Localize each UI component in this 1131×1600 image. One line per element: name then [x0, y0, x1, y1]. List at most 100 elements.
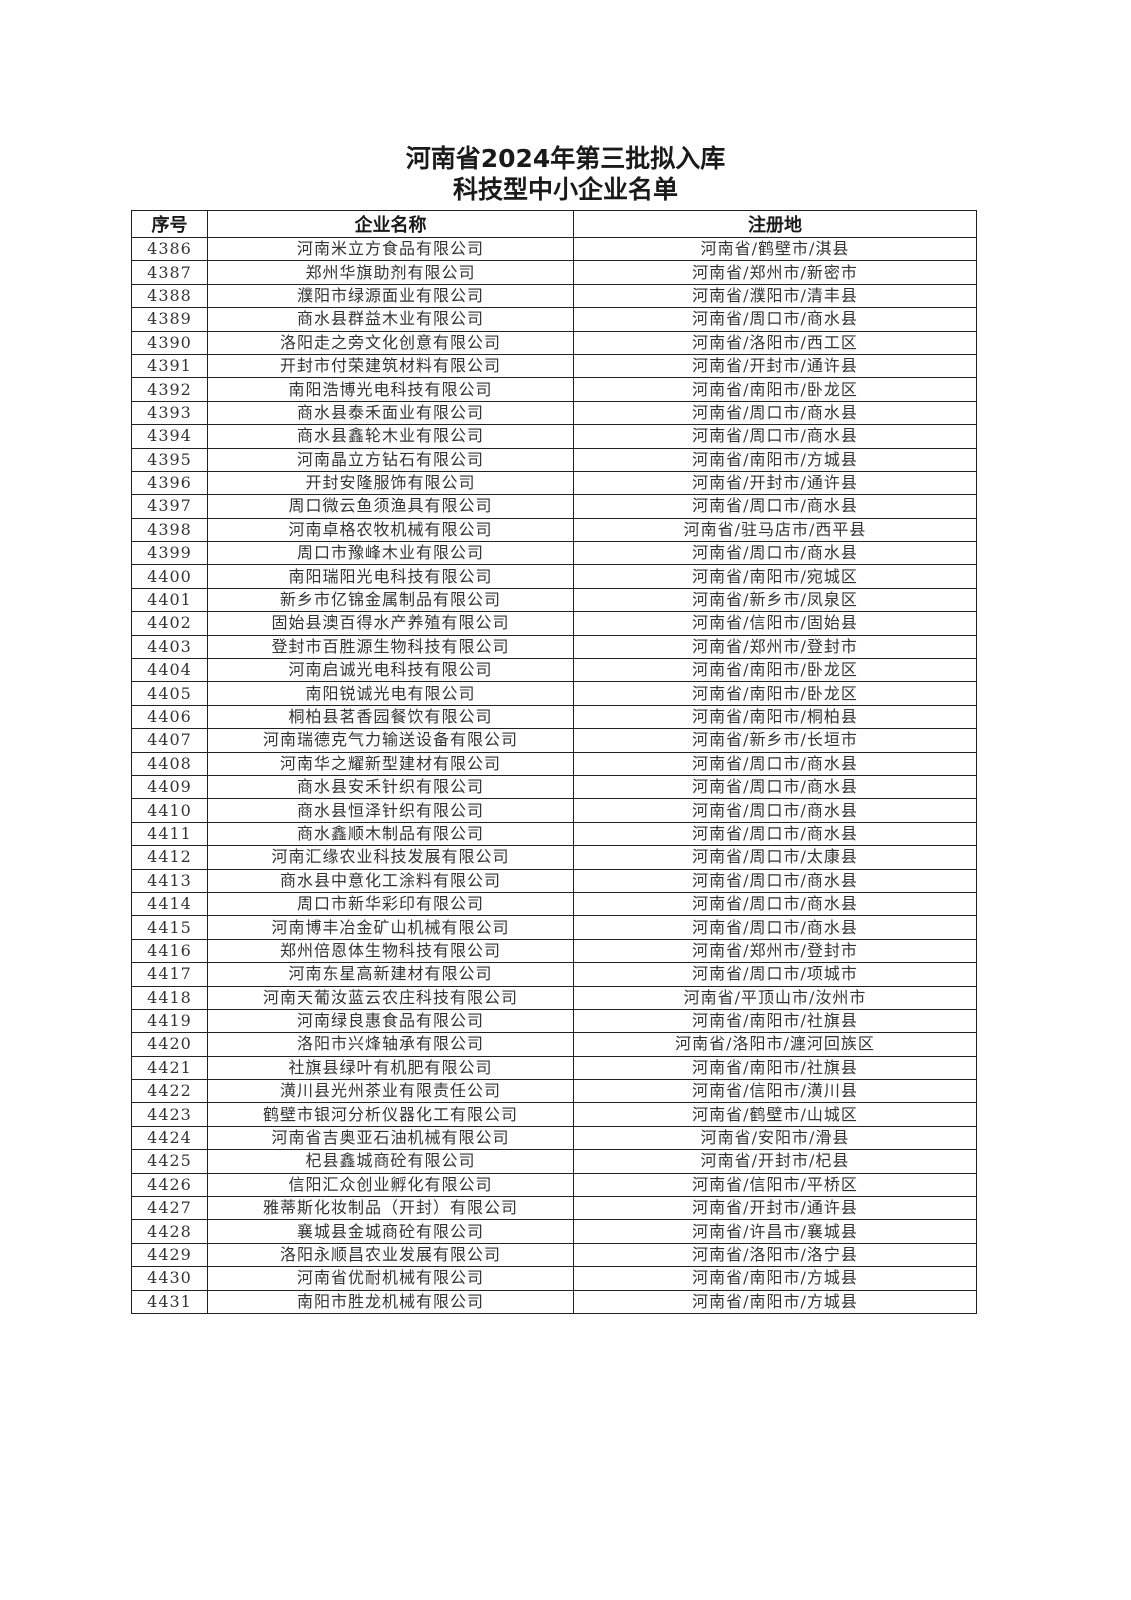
cell-registered-location: 河南省/周口市/商水县	[573, 751, 977, 776]
cell-enterprise-name: 洛阳永顺昌农业发展有限公司	[207, 1242, 574, 1268]
table-row: 4389 商水县群益木业有限公司 河南省/周口市/商水县	[131, 307, 977, 332]
cell-enterprise-name: 雅蒂斯化妆制品（开封）有限公司	[207, 1196, 574, 1221]
cell-serial-number: 4423	[131, 1102, 208, 1127]
table-row: 4387 郑州华旗助剂有限公司 河南省/郑州市/新密市	[131, 260, 977, 285]
cell-serial-number: 4400	[131, 564, 208, 589]
cell-enterprise-name: 周口市新华彩印有限公司	[207, 891, 574, 917]
table-header-row: 序号 企业名称 注册地	[131, 210, 977, 238]
cell-serial-number: 4426	[131, 1172, 208, 1198]
cell-serial-number: 4424	[131, 1125, 208, 1151]
table-row: 4406 桐柏县茗香园餐饮有限公司 河南省/南阳市/桐柏县	[131, 704, 977, 730]
cell-enterprise-name: 开封安隆服饰有限公司	[207, 470, 574, 496]
cell-registered-location: 河南省/信阳市/平桥区	[573, 1172, 977, 1198]
cell-serial-number: 4395	[131, 447, 208, 472]
table-row: 4422 潢川县光州茶业有限责任公司 河南省/信阳市/潢川县	[131, 1079, 977, 1104]
header-enterprise-name: 企业名称	[207, 210, 574, 238]
document-title-line2: 科技型中小企业名单	[452, 175, 678, 204]
cell-registered-location: 河南省/南阳市/社旗县	[573, 1055, 977, 1081]
cell-enterprise-name: 河南晶立方钻石有限公司	[207, 447, 574, 472]
cell-registered-location: 河南省/周口市/商水县	[573, 307, 977, 332]
cell-registered-location: 河南省/南阳市/社旗县	[573, 1008, 977, 1034]
table-row: 4391 开封市付荣建筑材料有限公司 河南省/开封市/通许县	[131, 353, 977, 379]
cell-registered-location: 河南省/周口市/商水县	[573, 915, 977, 940]
cell-serial-number: 4397	[131, 494, 208, 519]
table-row: 4395 河南晶立方钻石有限公司 河南省/南阳市/方城县	[131, 447, 977, 472]
table-row: 4394 商水县鑫轮木业有限公司 河南省/周口市/商水县	[131, 424, 977, 449]
cell-registered-location: 河南省/周口市/太康县	[573, 845, 977, 870]
cell-serial-number: 4407	[131, 728, 208, 753]
cell-registered-location: 河南省/周口市/商水县	[573, 494, 977, 519]
cell-serial-number: 4392	[131, 377, 208, 402]
cell-serial-number: 4399	[131, 541, 208, 566]
table-row: 4400 南阳瑞阳光电科技有限公司 河南省/南阳市/宛城区	[131, 564, 977, 589]
table-row: 4425 杞县鑫城商砼有限公司 河南省/开封市/杞县	[131, 1149, 977, 1174]
cell-serial-number: 4412	[131, 845, 208, 870]
table-row: 4396 开封安隆服饰有限公司 河南省/开封市/通许县	[131, 470, 977, 496]
cell-serial-number: 4421	[131, 1055, 208, 1081]
cell-registered-location: 河南省/新乡市/凤泉区	[573, 587, 977, 613]
cell-registered-location: 河南省/郑州市/新密市	[573, 260, 977, 285]
cell-serial-number: 4394	[131, 424, 208, 449]
cell-enterprise-name: 河南瑞德克气力输送设备有限公司	[207, 728, 574, 753]
cell-registered-location: 河南省/许昌市/襄城县	[573, 1219, 977, 1244]
cell-serial-number: 4429	[131, 1242, 208, 1268]
cell-registered-location: 河南省/安阳市/滑县	[573, 1125, 977, 1151]
cell-enterprise-name: 商水鑫顺木制品有限公司	[207, 821, 574, 847]
cell-registered-location: 河南省/新乡市/长垣市	[573, 728, 977, 753]
cell-enterprise-name: 杞县鑫城商砼有限公司	[207, 1149, 574, 1174]
cell-serial-number: 4430	[131, 1266, 208, 1291]
cell-registered-location: 河南省/周口市/商水县	[573, 424, 977, 449]
cell-serial-number: 4387	[131, 260, 208, 285]
cell-registered-location: 河南省/开封市/通许县	[573, 353, 977, 379]
cell-enterprise-name: 商水县鑫轮木业有限公司	[207, 424, 574, 449]
table-row: 4413 商水县中意化工涂料有限公司 河南省/周口市/商水县	[131, 868, 977, 893]
cell-enterprise-name: 河南博丰冶金矿山机械有限公司	[207, 915, 574, 940]
cell-registered-location: 河南省/洛阳市/瀍河回族区	[573, 1032, 977, 1057]
cell-enterprise-name: 南阳浩博光电科技有限公司	[207, 377, 574, 402]
cell-enterprise-name: 登封市百胜源生物科技有限公司	[207, 634, 574, 660]
cell-registered-location: 河南省/南阳市/方城县	[573, 447, 977, 472]
cell-serial-number: 4416	[131, 938, 208, 964]
cell-serial-number: 4420	[131, 1032, 208, 1057]
table-row: 4417 河南东星高新建材有限公司 河南省/周口市/项城市	[131, 962, 977, 987]
table-row: 4386 河南米立方食品有限公司 河南省/鹤壁市/淇县	[131, 236, 977, 262]
cell-enterprise-name: 商水县安禾针织有限公司	[207, 774, 574, 800]
cell-serial-number: 4405	[131, 681, 208, 706]
table-row: 4423 鹤壁市银河分析仪器化工有限公司 河南省/鹤壁市/山城区	[131, 1102, 977, 1127]
cell-registered-location: 河南省/南阳市/卧龙区	[573, 377, 977, 402]
table-row: 4404 河南启诚光电科技有限公司 河南省/南阳市/卧龙区	[131, 658, 977, 683]
enterprise-list-table: 序号 企业名称 注册地 4386 河南米立方食品有限公司 河南省/鹤壁市/淇县 438…	[131, 210, 977, 1314]
cell-enterprise-name: 桐柏县茗香园餐饮有限公司	[207, 704, 574, 730]
cell-registered-location: 河南省/南阳市/宛城区	[573, 564, 977, 589]
cell-serial-number: 4427	[131, 1196, 208, 1221]
cell-registered-location: 河南省/南阳市/桐柏县	[573, 704, 977, 730]
cell-serial-number: 4408	[131, 751, 208, 776]
cell-enterprise-name: 鹤壁市银河分析仪器化工有限公司	[207, 1102, 574, 1127]
cell-serial-number: 4417	[131, 962, 208, 987]
cell-enterprise-name: 河南绿良惠食品有限公司	[207, 1008, 574, 1034]
table-row: 4402 固始县澳百得水产养殖有限公司 河南省/信阳市/固始县	[131, 611, 977, 636]
cell-enterprise-name: 商水县群益木业有限公司	[207, 307, 574, 332]
table-row: 4409 商水县安禾针织有限公司 河南省/周口市/商水县	[131, 774, 977, 800]
cell-enterprise-name: 河南汇缘农业科技发展有限公司	[207, 845, 574, 870]
cell-serial-number: 4418	[131, 985, 208, 1010]
cell-registered-location: 河南省/开封市/通许县	[573, 470, 977, 496]
cell-serial-number: 4411	[131, 821, 208, 847]
cell-enterprise-name: 信阳汇众创业孵化有限公司	[207, 1172, 574, 1198]
cell-enterprise-name: 社旗县绿叶有机肥有限公司	[207, 1055, 574, 1081]
cell-registered-location: 河南省/洛阳市/西工区	[573, 330, 977, 355]
cell-serial-number: 4386	[131, 236, 208, 262]
cell-registered-location: 河南省/周口市/商水县	[573, 821, 977, 847]
cell-registered-location: 河南省/信阳市/潢川县	[573, 1079, 977, 1104]
table-row: 4393 商水县泰禾面业有限公司 河南省/周口市/商水县	[131, 400, 977, 426]
cell-registered-location: 河南省/周口市/商水县	[573, 774, 977, 800]
table-row: 4428 襄城县金城商砼有限公司 河南省/许昌市/襄城县	[131, 1219, 977, 1244]
cell-enterprise-name: 河南启诚光电科技有限公司	[207, 658, 574, 683]
cell-serial-number: 4409	[131, 774, 208, 800]
cell-serial-number: 4425	[131, 1149, 208, 1174]
cell-serial-number: 4403	[131, 634, 208, 660]
cell-serial-number: 4390	[131, 330, 208, 355]
cell-serial-number: 4415	[131, 915, 208, 940]
cell-enterprise-name: 河南省优耐机械有限公司	[207, 1266, 574, 1291]
cell-enterprise-name: 濮阳市绿源面业有限公司	[207, 283, 574, 309]
